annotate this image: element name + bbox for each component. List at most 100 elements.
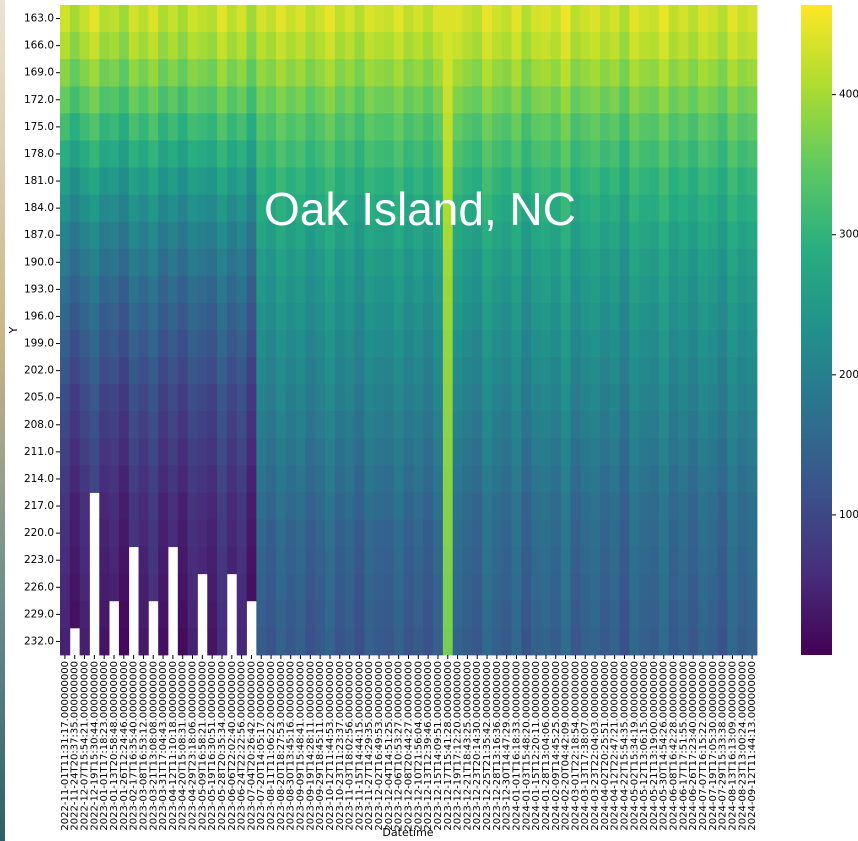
heatmap-cell (580, 547, 590, 574)
heatmap-cell (502, 547, 512, 574)
heatmap-cell (247, 465, 257, 492)
heatmap-cell (158, 222, 168, 249)
heatmap-cell (237, 303, 247, 330)
heatmap-cell (374, 86, 384, 113)
heatmap-cell (649, 113, 659, 140)
y-tick-label: 172.0 (24, 94, 54, 106)
heatmap-cell (600, 547, 610, 574)
heatmap-cell (404, 86, 414, 113)
heatmap-cell (70, 249, 80, 276)
heatmap-cell (531, 303, 541, 330)
heatmap-cell (286, 520, 296, 547)
heatmap-cell (482, 520, 492, 547)
heatmap-cell (60, 168, 70, 195)
heatmap-cell (276, 601, 286, 628)
heatmap-cell (335, 628, 345, 655)
heatmap-cell (247, 330, 257, 357)
heatmap-cell (296, 520, 306, 547)
y-axis-label: Y (7, 326, 20, 334)
heatmap-cell (728, 168, 738, 195)
heatmap-cell (217, 384, 227, 411)
heatmap-cell (178, 5, 188, 32)
heatmap-cell (80, 520, 90, 547)
heatmap-cell (148, 86, 158, 113)
heatmap-cell (178, 276, 188, 303)
heatmap-cell (580, 357, 590, 384)
heatmap-cell (492, 574, 502, 601)
heatmap-cell (188, 411, 198, 438)
heatmap-cell (728, 357, 738, 384)
heatmap-cell (237, 32, 247, 59)
heatmap-cell (256, 303, 266, 330)
heatmap-cell (492, 59, 502, 86)
heatmap-cell (384, 493, 394, 520)
heatmap-cell (423, 411, 433, 438)
heatmap-cell (688, 465, 698, 492)
colorbar-tick-label: 100 (839, 509, 858, 521)
heatmap-cell (620, 32, 630, 59)
heatmap-cell (521, 276, 531, 303)
heatmap-cell (620, 330, 630, 357)
heatmap-cell (590, 86, 600, 113)
heatmap-cell (570, 438, 580, 465)
heatmap-cell (119, 493, 129, 520)
heatmap-cell (502, 140, 512, 167)
heatmap-cell (580, 222, 590, 249)
heatmap-cell (620, 5, 630, 32)
heatmap-cell (453, 384, 463, 411)
heatmap-cell (217, 32, 227, 59)
heatmap-cell (188, 601, 198, 628)
heatmap-cell (394, 520, 404, 547)
heatmap-cell (728, 276, 738, 303)
heatmap-cell (678, 59, 688, 86)
heatmap-cell (276, 59, 286, 86)
heatmap-cell (207, 438, 217, 465)
heatmap-cell (404, 32, 414, 59)
heatmap-cell (178, 493, 188, 520)
heatmap-cell (502, 249, 512, 276)
heatmap-cell (433, 547, 443, 574)
heatmap-cell (413, 601, 423, 628)
heatmap-cell (109, 168, 119, 195)
heatmap-cell (610, 330, 620, 357)
heatmap-cell (168, 384, 178, 411)
heatmap-cell (747, 32, 757, 59)
heatmap-cell (580, 113, 590, 140)
heatmap-cell (688, 222, 698, 249)
heatmap-cell (541, 357, 551, 384)
heatmap-cell (629, 438, 639, 465)
heatmap-cell (561, 384, 571, 411)
heatmap-cell (590, 168, 600, 195)
heatmap-cell (217, 520, 227, 547)
heatmap-cell (747, 222, 757, 249)
heatmap-cell (256, 140, 266, 167)
heatmap-cell (443, 493, 453, 520)
heatmap-cell (423, 574, 433, 601)
heatmap-cell (394, 574, 404, 601)
heatmap-cell (89, 140, 99, 167)
heatmap-cell (286, 330, 296, 357)
heatmap-cell (256, 86, 266, 113)
heatmap-cell (737, 384, 747, 411)
heatmap-cell (207, 303, 217, 330)
heatmap-cell (492, 601, 502, 628)
heatmap-cell (296, 303, 306, 330)
heatmap-cell (669, 86, 679, 113)
heatmap-cell (89, 59, 99, 86)
heatmap-cell (580, 493, 590, 520)
heatmap-cell (247, 140, 257, 167)
heatmap-cell (502, 384, 512, 411)
heatmap-cell (462, 384, 472, 411)
heatmap-cell (335, 411, 345, 438)
heatmap-cell (325, 86, 335, 113)
heatmap-cell (109, 438, 119, 465)
heatmap-cell (728, 330, 738, 357)
heatmap-cell (688, 384, 698, 411)
heatmap-cell (305, 303, 315, 330)
heatmap-cell (315, 357, 325, 384)
heatmap-cell (570, 628, 580, 655)
heatmap-cell (728, 574, 738, 601)
heatmap-cell (492, 493, 502, 520)
heatmap-cell (492, 520, 502, 547)
heatmap-cell (207, 465, 217, 492)
